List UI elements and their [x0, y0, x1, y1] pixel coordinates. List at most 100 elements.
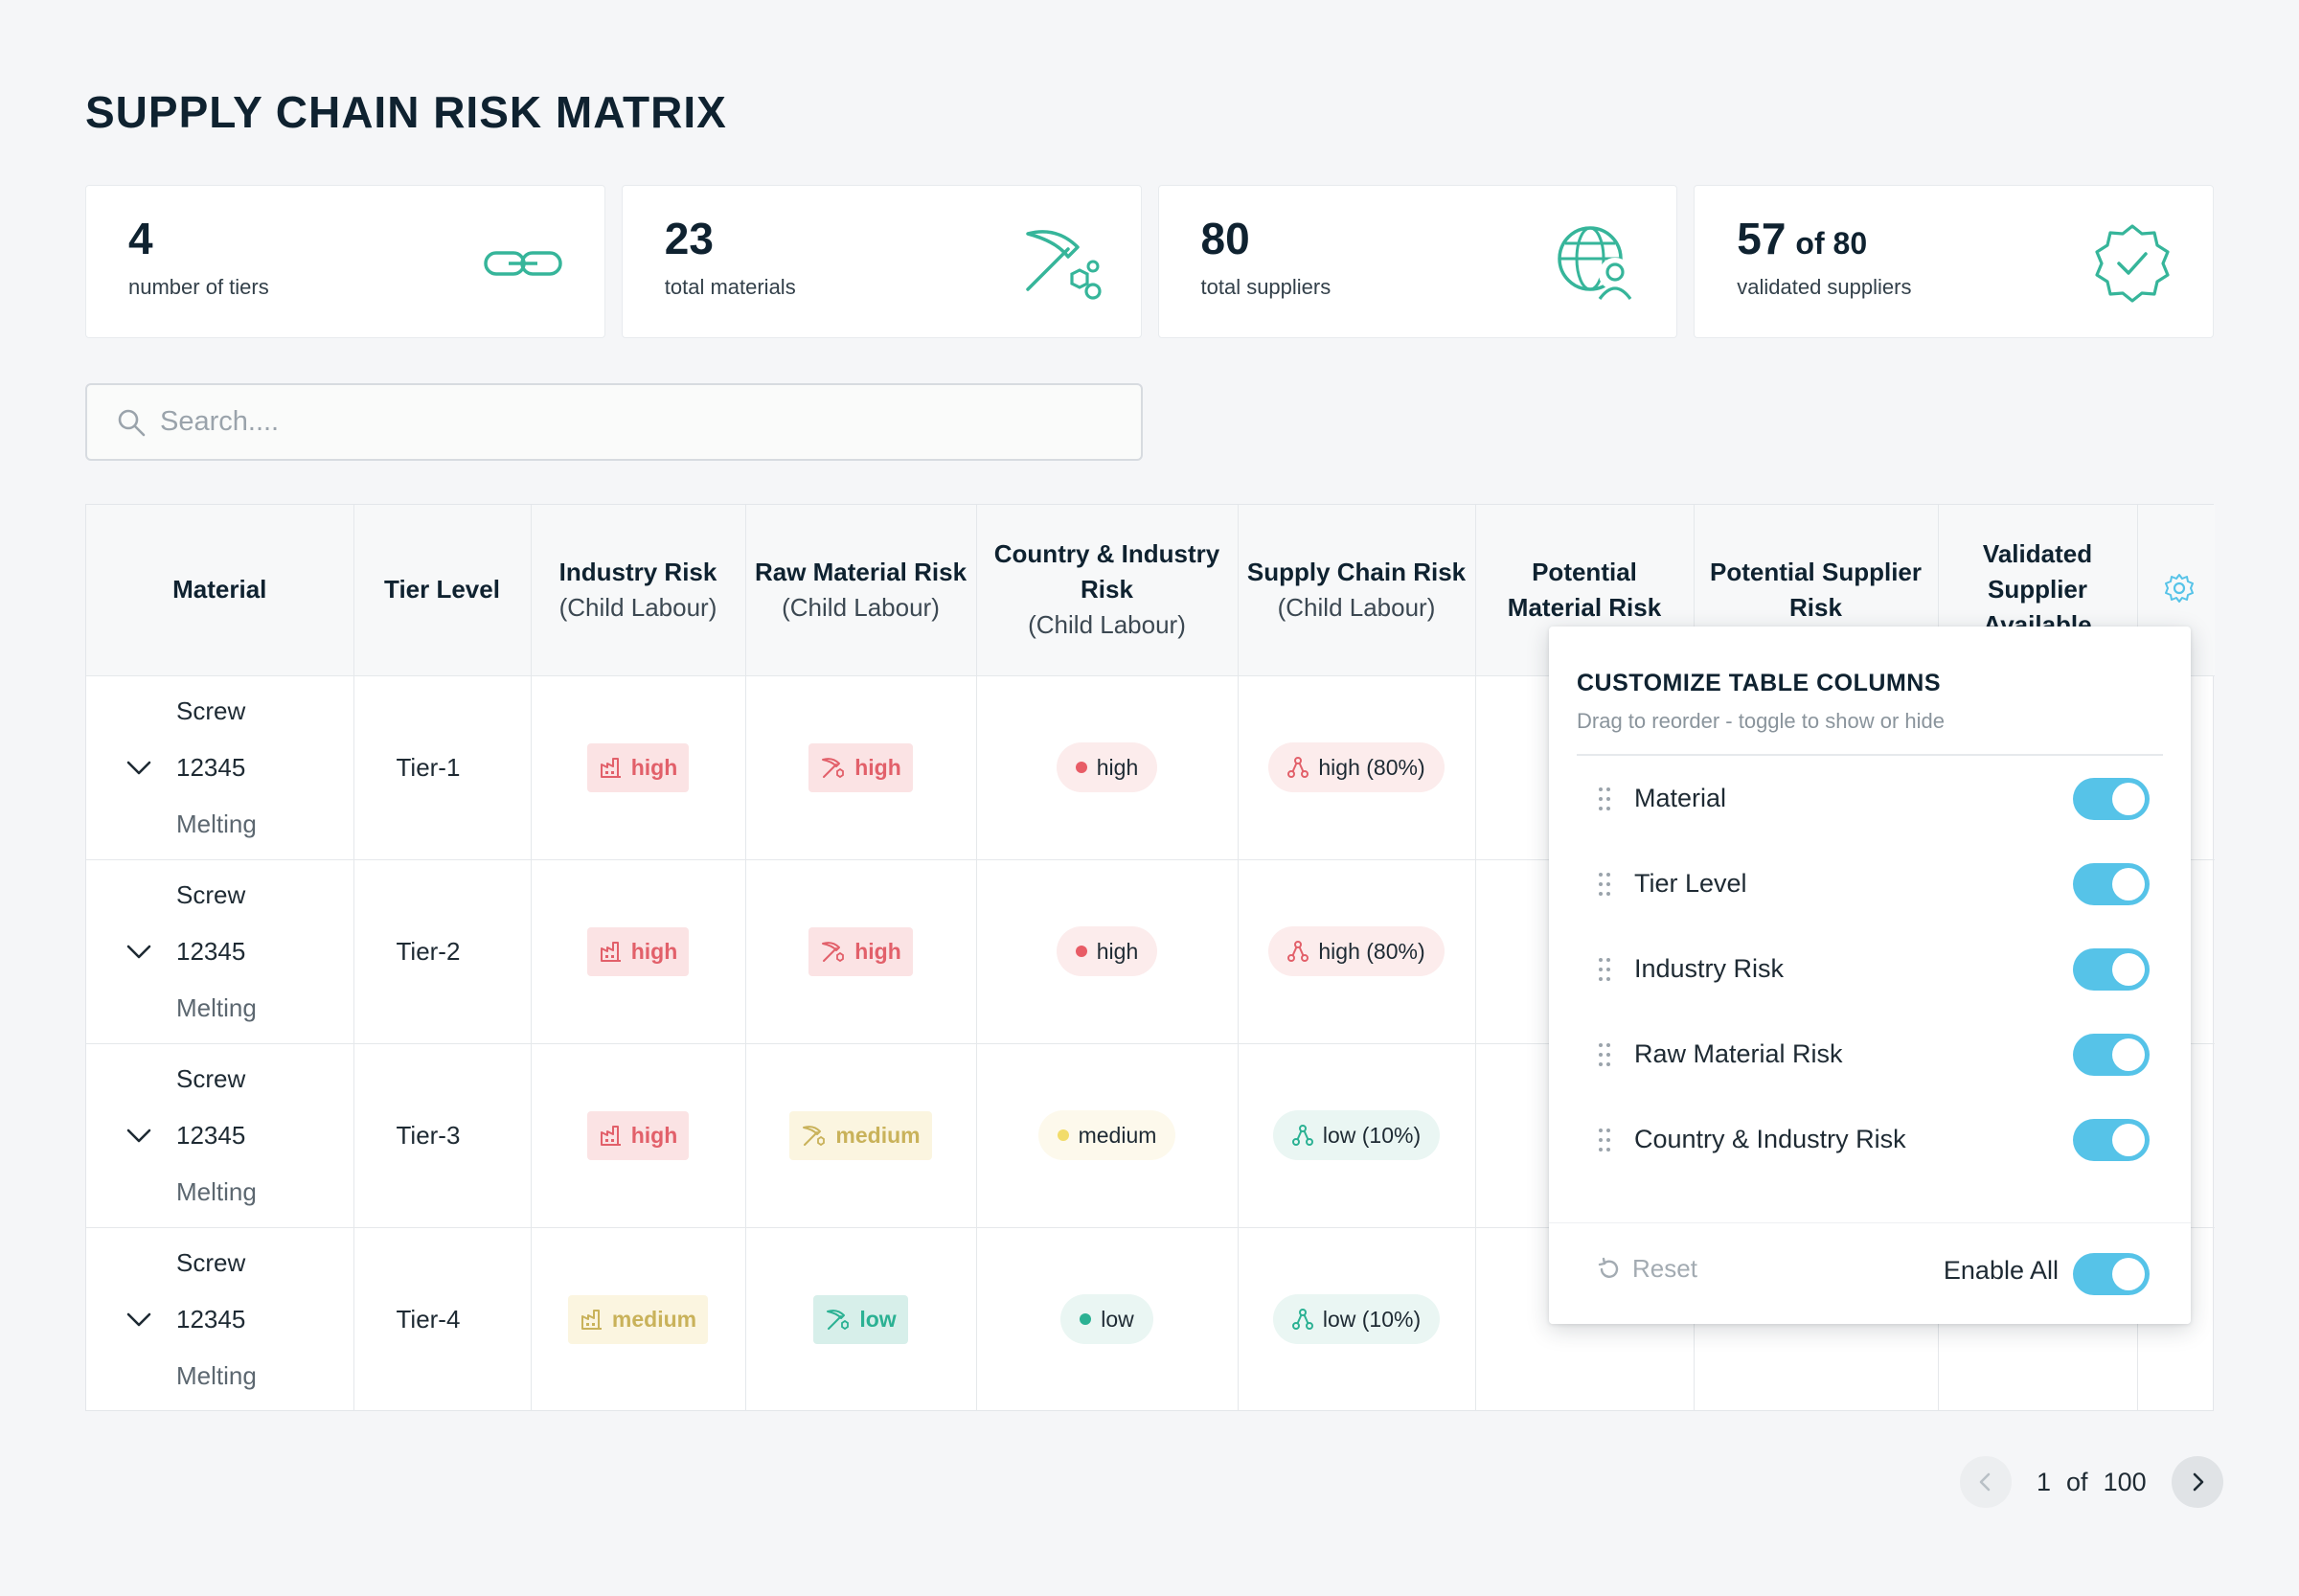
- risk-pill: medium: [1037, 1110, 1176, 1160]
- material-process: Melting: [176, 809, 257, 838]
- column-toggle[interactable]: [2073, 1118, 2150, 1161]
- search-icon: [118, 409, 146, 436]
- reset-label: Reset: [1632, 1254, 1697, 1283]
- industry-risk-cell: high: [531, 675, 746, 860]
- enable-all-label: Enable All: [1943, 1256, 2059, 1285]
- pickaxe-icon: [803, 1126, 826, 1147]
- column-option[interactable]: Raw Material Risk: [1577, 1012, 2163, 1097]
- column-header-country-industry-risk[interactable]: Country & Industry Risk (Child Labour): [976, 505, 1239, 676]
- risk-badge: medium: [789, 1110, 932, 1160]
- material-cell: Screw 12345 Melting: [86, 1227, 354, 1411]
- search-box[interactable]: [85, 383, 1143, 461]
- status-dot-icon: [1080, 1313, 1092, 1326]
- tier-cell: Tier-4: [353, 1227, 532, 1411]
- drag-handle-icon[interactable]: [1598, 872, 1611, 897]
- drag-handle-icon[interactable]: [1598, 1042, 1611, 1067]
- material-name: Screw: [176, 695, 246, 725]
- risk-pill: high: [1056, 926, 1158, 976]
- panel-footer: Reset Enable All: [1549, 1222, 2191, 1324]
- column-option[interactable]: Country & Industry Risk: [1577, 1097, 2163, 1172]
- stat-card-tiers: 4 number of tiers: [85, 185, 605, 338]
- risk-pill: low: [1060, 1294, 1153, 1345]
- stat-total: of 80: [1795, 226, 1868, 261]
- material-name: Screw: [176, 879, 246, 909]
- next-page-button[interactable]: [2171, 1456, 2223, 1508]
- column-option[interactable]: Industry Risk: [1577, 926, 2163, 1012]
- page-title: SUPPLY CHAIN RISK MATRIX: [85, 87, 727, 137]
- gear-icon[interactable]: [2163, 572, 2196, 604]
- chevron-down-icon[interactable]: [125, 753, 153, 782]
- pickaxe-icon: [822, 758, 845, 779]
- industry-risk-cell: high: [531, 859, 746, 1044]
- material-process: Melting: [176, 1176, 257, 1206]
- panel-subtitle: Drag to reorder - toggle to show or hide: [1577, 709, 1945, 733]
- stat-label: total suppliers: [1200, 274, 1332, 299]
- supply-chain-risk-cell: high (80%): [1238, 675, 1476, 860]
- status-dot-icon: [1075, 946, 1087, 957]
- industry-risk-cell: medium: [531, 1227, 746, 1411]
- risk-badge: high: [586, 926, 690, 976]
- column-option-label: Tier Level: [1634, 869, 1747, 898]
- chevron-down-icon[interactable]: [125, 937, 153, 966]
- reset-icon: [1598, 1257, 1619, 1278]
- tier-cell: Tier-3: [353, 1043, 532, 1228]
- stat-card-validated: 57 of 80 validated suppliers: [1694, 185, 2214, 338]
- pickaxe-icon: [822, 942, 845, 963]
- risk-badge: medium: [567, 1294, 709, 1344]
- factory-icon: [600, 758, 621, 778]
- column-header-raw-material-risk[interactable]: Raw Material Risk (Child Labour): [745, 505, 977, 676]
- column-header-material[interactable]: Material: [86, 505, 354, 676]
- column-toggle[interactable]: [2073, 777, 2150, 820]
- column-header-supply-chain-risk[interactable]: Supply Chain Risk (Child Labour): [1238, 505, 1476, 676]
- column-option[interactable]: Material: [1577, 756, 2163, 841]
- pickaxe-icon: [827, 1310, 850, 1331]
- chevron-down-icon[interactable]: [125, 1305, 153, 1334]
- column-header-industry-risk[interactable]: Industry Risk (Child Labour): [531, 505, 746, 676]
- customize-columns-panel: CUSTOMIZE TABLE COLUMNS Drag to reorder …: [1549, 627, 2191, 1324]
- drag-handle-icon[interactable]: [1598, 957, 1611, 982]
- pagination: 1 of 100: [1960, 1456, 2223, 1508]
- column-header-tier[interactable]: Tier Level: [353, 505, 532, 676]
- raw-material-risk-cell: high: [745, 675, 977, 860]
- drag-handle-icon[interactable]: [1598, 787, 1611, 811]
- panel-title: CUSTOMIZE TABLE COLUMNS: [1577, 670, 1942, 696]
- raw-material-risk-cell: low: [745, 1227, 977, 1411]
- risk-pill: high: [1056, 742, 1158, 792]
- tier-cell: Tier-1: [353, 675, 532, 860]
- column-option-label: Industry Risk: [1634, 954, 1785, 983]
- factory-icon: [600, 1126, 621, 1146]
- column-toggle[interactable]: [2073, 862, 2150, 905]
- stat-value: 80: [1200, 214, 1250, 263]
- risk-pill: low (10%): [1272, 1110, 1441, 1160]
- prev-page-button[interactable]: [1960, 1456, 2012, 1508]
- stats-row: 4 number of tiers 23 total materials 80 …: [85, 185, 2214, 338]
- material-cell: Screw 12345 Melting: [86, 1043, 354, 1228]
- globe-user-icon: [1558, 226, 1632, 300]
- risk-badge: high: [808, 926, 913, 976]
- country-industry-risk-cell: high: [976, 859, 1239, 1044]
- raw-material-risk-cell: high: [745, 859, 977, 1044]
- enable-all-toggle[interactable]: [2073, 1253, 2150, 1295]
- material-name: Screw: [176, 1247, 246, 1277]
- chevron-right-icon: [2193, 1472, 2203, 1492]
- material-id: 12345: [176, 1120, 246, 1150]
- page-of-label: of: [2066, 1467, 2088, 1496]
- reset-button[interactable]: Reset: [1596, 1254, 1697, 1284]
- risk-badge: high: [586, 1110, 690, 1160]
- drag-handle-icon[interactable]: [1598, 1128, 1611, 1152]
- material-id: 12345: [176, 752, 246, 782]
- column-option[interactable]: Tier Level: [1577, 841, 2163, 926]
- column-toggle[interactable]: [2073, 1033, 2150, 1076]
- verified-badge-icon: [2095, 224, 2170, 303]
- column-toggle[interactable]: [2073, 947, 2150, 991]
- material-id: 12345: [176, 936, 246, 966]
- country-industry-risk-cell: medium: [976, 1043, 1239, 1228]
- stat-card-suppliers: 80 total suppliers: [1157, 185, 1678, 338]
- factory-icon: [580, 1310, 602, 1331]
- supply-chain-icon: [1287, 757, 1309, 778]
- material-process: Melting: [176, 992, 257, 1022]
- country-industry-risk-cell: low: [976, 1227, 1239, 1411]
- search-input[interactable]: [160, 406, 1022, 438]
- chevron-down-icon[interactable]: [125, 1121, 153, 1150]
- tier-cell: Tier-2: [353, 859, 532, 1044]
